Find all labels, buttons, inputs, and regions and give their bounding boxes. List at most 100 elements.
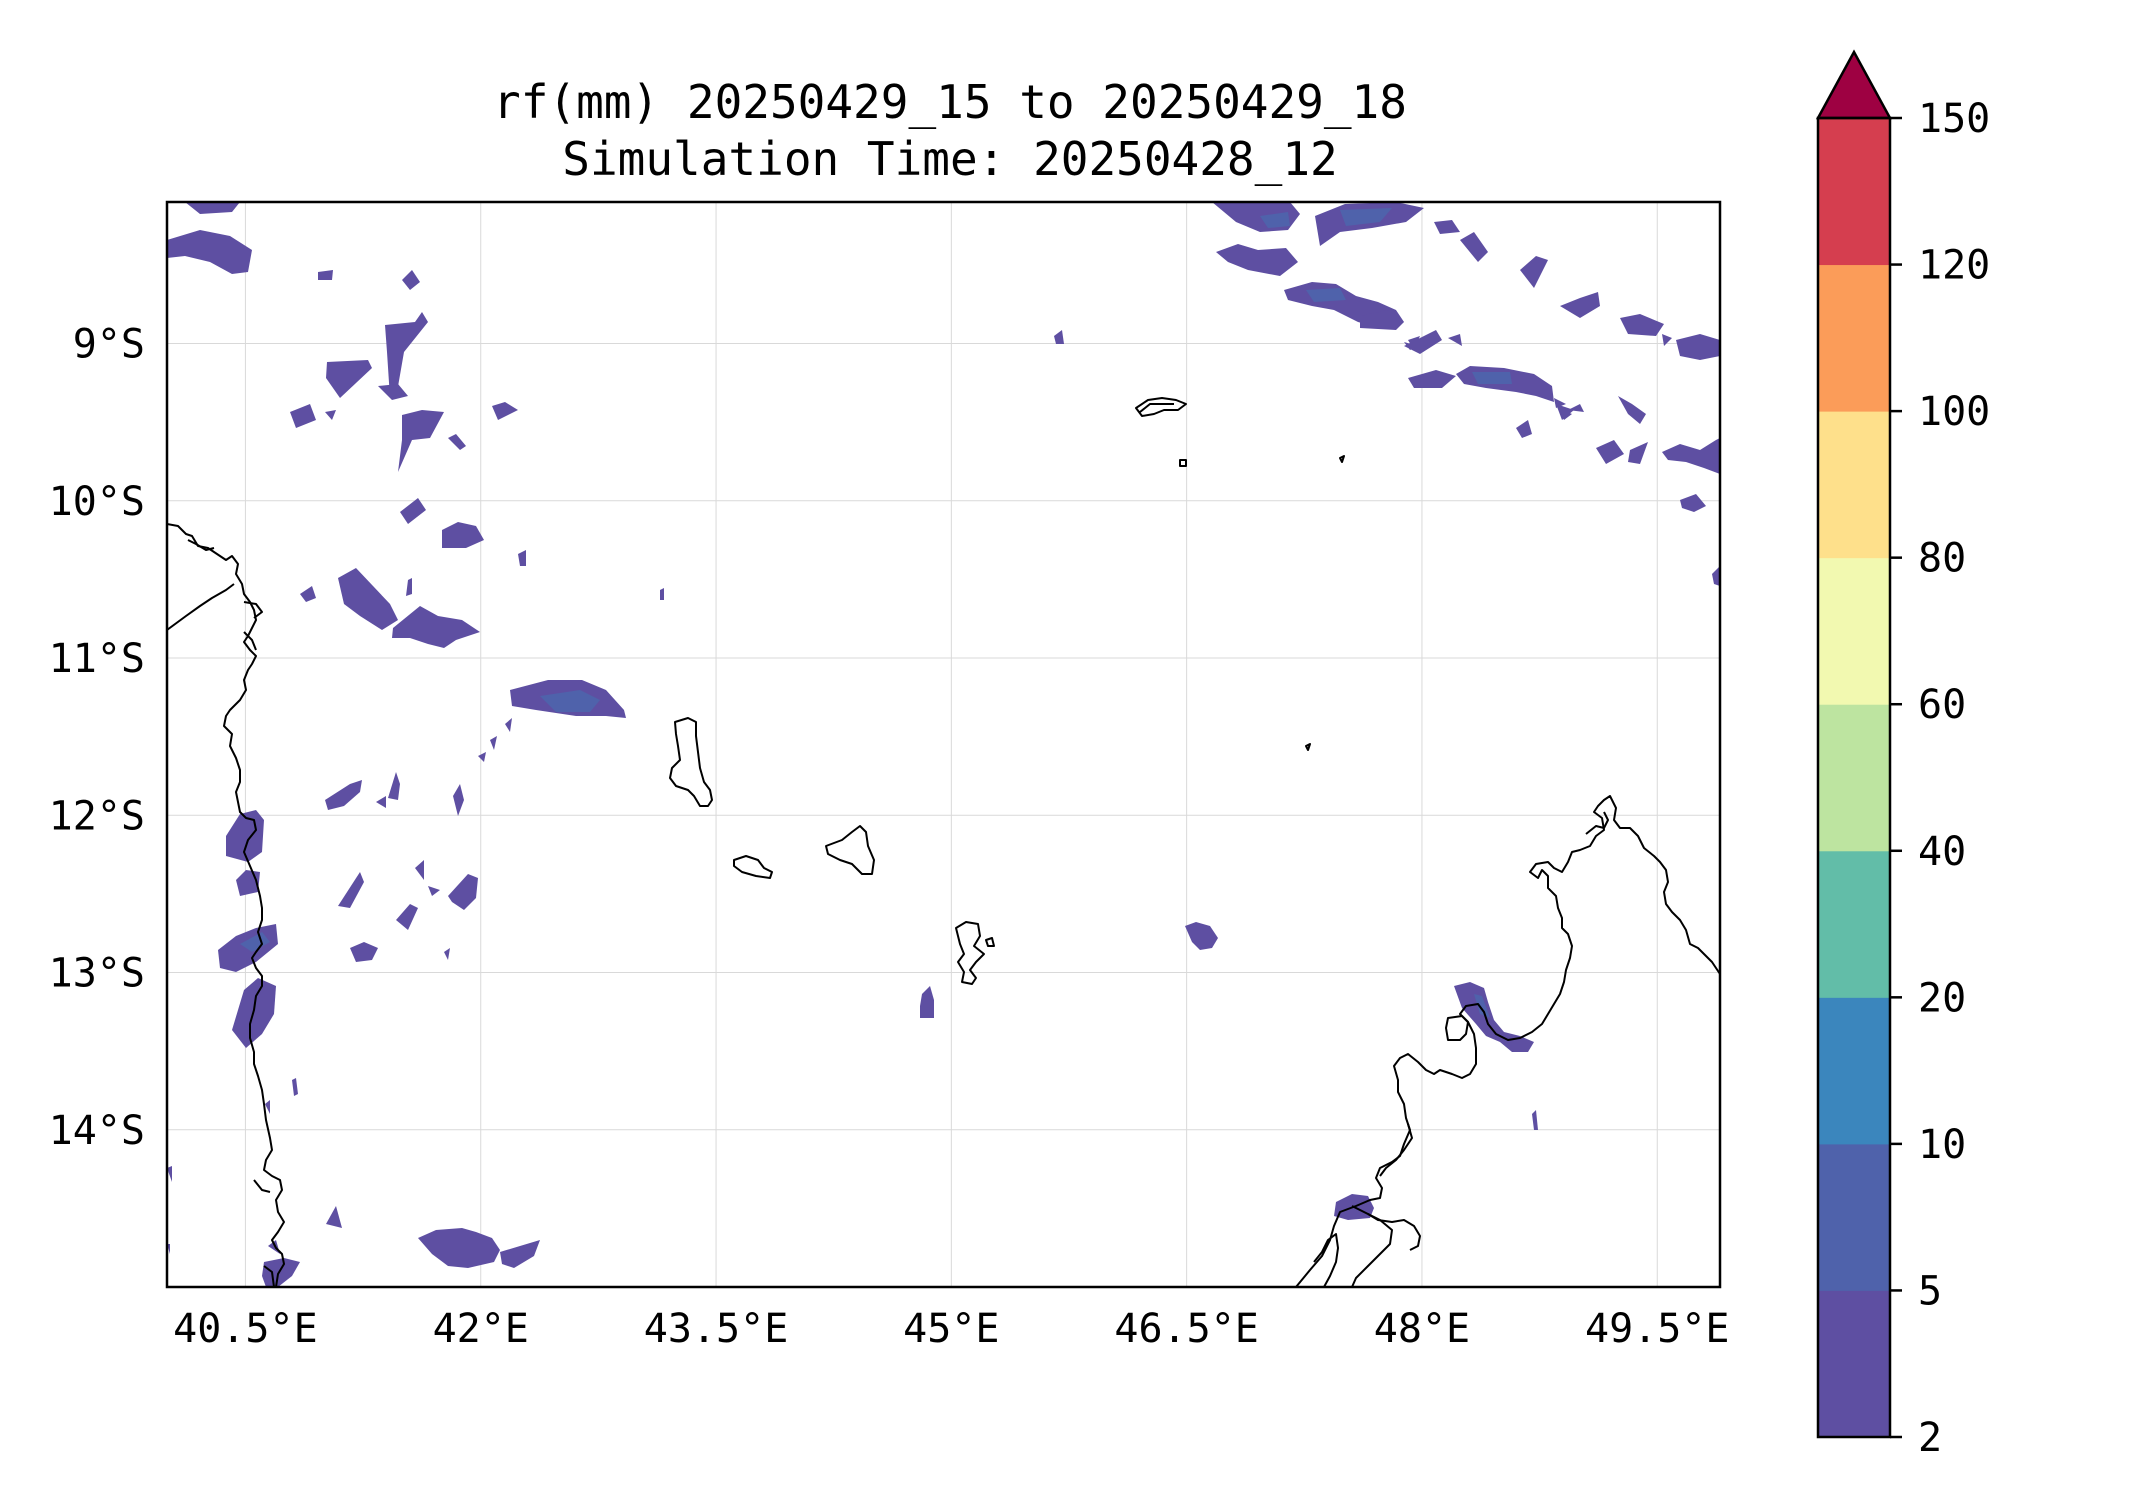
rain-patch: [920, 986, 934, 1018]
coastline-anjouan: [825, 825, 875, 875]
colorbar-tick-label: 60: [1918, 682, 1966, 728]
rain-core: [240, 932, 270, 952]
rain-patch: [376, 796, 386, 808]
rain-patch: [1448, 334, 1462, 346]
rain-patch: [326, 1206, 342, 1228]
rain-patch: [448, 874, 478, 910]
colorbar-frame: [1816, 116, 1892, 1439]
coastline-mainland-inlet: [167, 583, 235, 631]
rain-patch: [1662, 334, 1672, 346]
coastline-madagascar: [1295, 795, 1720, 1287]
rain-patch: [378, 384, 408, 400]
rain-patch: [1556, 404, 1574, 420]
rain-patch: [396, 904, 418, 930]
rain-patch: [388, 772, 400, 800]
coastline-aldabra: [1135, 397, 1187, 417]
coastline-moheli: [733, 855, 773, 879]
rain-patch: [1360, 310, 1404, 330]
rain-patch: [338, 568, 398, 630]
rain-patch: [442, 522, 484, 548]
x-tick-label: 48°E: [1374, 1306, 1470, 1352]
rain-core: [1340, 208, 1392, 226]
rain-patch: [505, 718, 512, 732]
map-frame: [165, 200, 1722, 1289]
rain-patch: [350, 942, 378, 962]
colorbar-segment: [1818, 118, 1890, 266]
colorbar-segment: [1818, 997, 1890, 1145]
coastline-nosy-be: [1445, 1015, 1469, 1041]
rain-patch: [1662, 438, 1720, 474]
coastline-astove: [1339, 455, 1345, 463]
rain-patch: [453, 784, 464, 816]
rain-patch: [518, 550, 526, 566]
x-tick-label: 45°E: [903, 1306, 999, 1352]
rain-core: [1474, 994, 1490, 1018]
rain-core: [540, 690, 600, 712]
rain-patch: [402, 270, 420, 290]
rain-patch: [492, 402, 518, 420]
x-tick-label: 43.5°E: [644, 1306, 789, 1352]
rain-patch: [1408, 370, 1456, 388]
coastline-mainland-africa: [167, 523, 285, 1287]
rain-patch: [385, 312, 428, 398]
rain-patch: [1620, 314, 1664, 336]
rain-patch: [1560, 292, 1600, 318]
y-tick-label: 9°S: [73, 322, 145, 368]
coastline-madagascar-bay: [1379, 1123, 1413, 1177]
rain-patch: [1216, 244, 1298, 276]
colorbar-segment: [1818, 1143, 1890, 1291]
colorbar-segment: [1818, 850, 1890, 998]
rain-patch: [1185, 922, 1218, 950]
rain-patch: [418, 1228, 500, 1268]
y-tick-label: 11°S: [49, 636, 145, 682]
rainfall-field-core: [240, 208, 1512, 1018]
rain-patch: [500, 1240, 540, 1268]
rain-patch: [1434, 220, 1460, 234]
rain-core: [1472, 372, 1512, 384]
colorbar-segment: [1818, 411, 1890, 559]
title-line-1: rf(mm) 20250429_15 to 20250429_18: [493, 75, 1407, 129]
rain-patch: [490, 736, 497, 750]
x-tick-label: 42°E: [433, 1306, 529, 1352]
rain-patch: [428, 886, 440, 896]
rain-patch: [1596, 440, 1624, 464]
rain-patch: [448, 434, 466, 450]
coastline-madagascar-west-bay: [1367, 1213, 1421, 1251]
colorbar-tick-label: 150: [1918, 96, 1990, 142]
colorbar-tick-label: 100: [1918, 389, 1990, 435]
coastline-estuary-1: [187, 539, 215, 551]
colorbar-tick-label: 40: [1918, 829, 1966, 875]
rain-patch: [398, 410, 444, 472]
rain-patch: [1680, 494, 1706, 512]
rain-patch: [338, 872, 364, 908]
y-tick-label: 13°S: [49, 951, 145, 997]
colorbar-tick-label: 5: [1918, 1268, 1942, 1314]
coastline-estuary-2: [243, 601, 263, 619]
rain-core: [1306, 288, 1346, 302]
y-tick-label: 12°S: [49, 793, 145, 839]
colorbar-segment: [1818, 264, 1890, 412]
x-axis-ticks: 40.5°E 42°E 43.5°E 45°E 46.5°E 48°E 49.5°E: [173, 1306, 1729, 1352]
coastline-grande-comore: [669, 717, 713, 807]
coastline-estuary-3: [243, 631, 257, 651]
colorbar-tick-label: 120: [1918, 243, 1990, 289]
rain-patch: [1520, 256, 1548, 288]
rain-patch: [660, 588, 664, 600]
rain-patch: [185, 202, 240, 214]
rain-patch: [1454, 982, 1534, 1052]
colorbar-tick-label: 10: [1918, 1122, 1966, 1168]
rain-patch: [167, 230, 252, 274]
coastline-mayotte-islet: [985, 937, 995, 947]
title-line-2: Simulation Time: 20250428_12: [562, 132, 1337, 186]
colorbar-segment: [1818, 557, 1890, 705]
rain-patch: [326, 360, 372, 398]
rain-patch: [406, 578, 412, 596]
map-panel: 40.5°E 42°E 43.5°E 45°E 46.5°E 48°E 49.5°E 9°S…: [49, 200, 1730, 1352]
rain-patch: [1404, 330, 1442, 354]
colorbar-extend-arrow: [1815, 49, 1893, 120]
colorbar: 2 5 10 20 40 60 80 100 120 150: [1815, 49, 1990, 1461]
rain-patch: [325, 780, 362, 810]
rain-patch: [478, 752, 486, 762]
coastline-mainland-south: [263, 1265, 275, 1287]
x-tick-label: 40.5°E: [173, 1306, 318, 1352]
